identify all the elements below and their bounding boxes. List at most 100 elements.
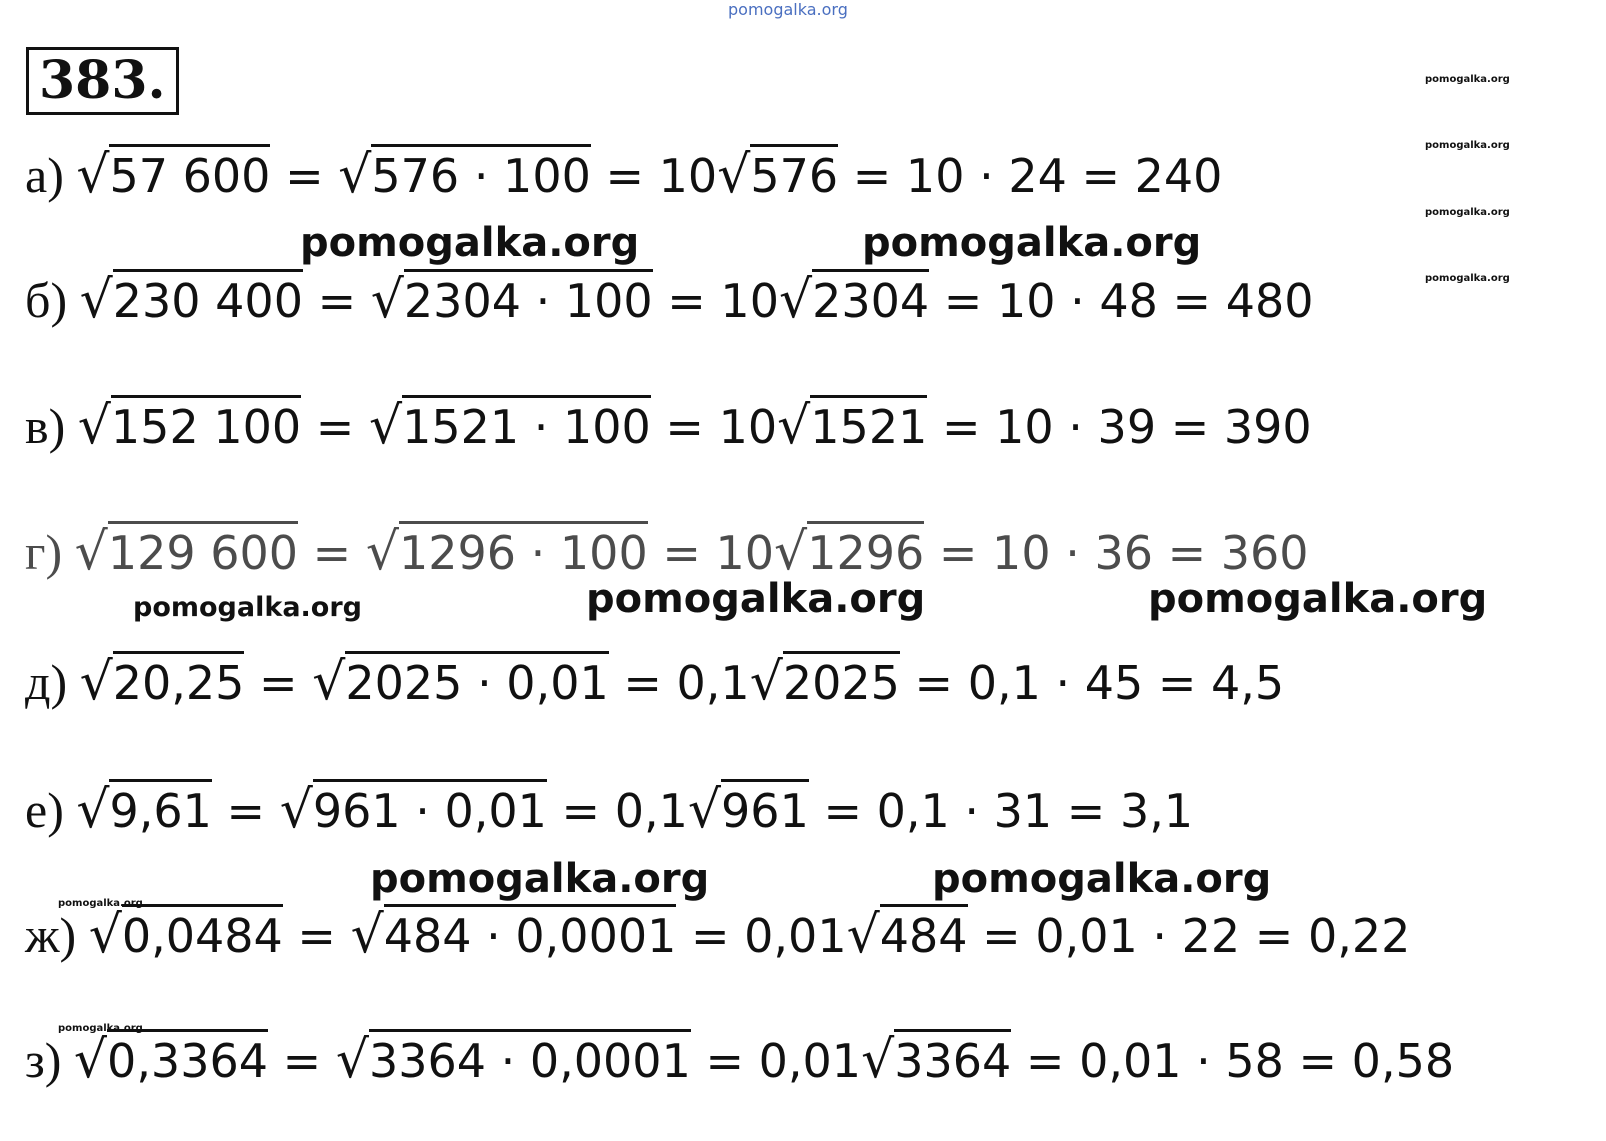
square-root: √9,61 (76, 779, 212, 841)
item-label: д) (25, 654, 80, 710)
expression-text: = 0,01 · 22 = 0,22 (967, 909, 1411, 963)
expression-text: = 10 · 39 = 390 (927, 400, 1312, 454)
radicand: 1521 (810, 395, 928, 454)
radical-sign-icon: √ (778, 270, 813, 330)
radical-sign-icon: √ (76, 145, 110, 205)
square-root: √576 (717, 144, 839, 206)
expression-text: = 10 (650, 400, 778, 454)
square-root: √1521 (777, 395, 928, 457)
radical-sign-icon: √ (279, 780, 313, 840)
square-root: √2304 · 100 (371, 269, 653, 331)
expression-text: = 0,01 (676, 909, 847, 963)
radical-sign-icon: √ (73, 1030, 108, 1090)
radical-sign-icon: √ (312, 652, 346, 712)
square-root: √961 · 0,01 (279, 779, 547, 841)
radicand: 3364 · 0,0001 (368, 1029, 691, 1088)
watermark: pomogalka.org (728, 0, 848, 19)
square-root: √576 · 100 (338, 144, 591, 206)
radicand: 230 400 (112, 269, 303, 328)
square-root: √3364 · 0,0001 (335, 1029, 691, 1091)
radicand: 1296 · 100 (398, 521, 648, 580)
radicand: 9,61 (109, 779, 212, 838)
item-label: б) (25, 272, 80, 328)
radicand: 3364 (894, 1029, 1012, 1088)
radicand: 484 · 0,0001 (383, 904, 677, 963)
square-root: √3364 (861, 1029, 1012, 1091)
radical-sign-icon: √ (749, 652, 783, 712)
radicand: 2304 (812, 269, 930, 328)
expression-text: = 10 (647, 526, 775, 580)
square-root: √1296 (774, 521, 925, 583)
watermark: pomogalka.org (932, 856, 1272, 902)
expression-text: = 10 (652, 274, 779, 328)
square-root: √20,25 (80, 651, 245, 713)
expression-text: = (282, 909, 351, 963)
radicand: 152 100 (110, 395, 302, 454)
radicand: 961 · 0,01 (312, 779, 547, 838)
watermark: pomogalka.org (862, 220, 1202, 266)
radical-sign-icon: √ (88, 905, 122, 965)
square-root: √484 (846, 904, 968, 966)
square-root: √57 600 (76, 144, 271, 206)
radical-sign-icon: √ (74, 522, 108, 582)
expression-text: = 0,01 · 58 = 0,58 (1011, 1034, 1455, 1088)
watermark: pomogalka.org (1425, 273, 1510, 284)
expression-text: = (244, 656, 313, 710)
item-label: ж) (25, 907, 89, 963)
problem-number: 383. (26, 47, 179, 115)
expression-text: = 10 · 36 = 360 (924, 526, 1309, 580)
watermark: pomogalka.org (1425, 207, 1510, 218)
radical-sign-icon: √ (77, 396, 111, 456)
expression-text: = 0,01 (690, 1034, 862, 1088)
item-label: е) (25, 782, 77, 838)
square-root: √1521 · 100 (369, 395, 651, 457)
expression-text: = 10 · 24 = 240 (838, 149, 1223, 203)
radicand: 2025 (782, 651, 900, 710)
radicand: 576 · 100 (371, 144, 591, 203)
square-root: √0,0484 (88, 904, 283, 966)
square-root: √0,3364 (73, 1029, 269, 1091)
expression-text: = 0,1 · 45 = 4,5 (899, 656, 1285, 710)
radicand: 2304 · 100 (403, 269, 653, 328)
expression-text: = 10 · 48 = 480 (929, 274, 1314, 328)
watermark: pomogalka.org (133, 592, 362, 623)
solution-line: е) √9,61 = √961 · 0,01 = 0,1 √ 961 = 0,1 ·… (25, 779, 1194, 841)
radicand: 2025 · 0,01 (345, 651, 609, 710)
watermark: pomogalka.org (1425, 140, 1510, 151)
radical-sign-icon: √ (861, 1030, 895, 1090)
square-root: √2304 (778, 269, 930, 331)
watermark: pomogalka.org (58, 1023, 143, 1034)
radicand: 961 (721, 779, 809, 838)
radical-sign-icon: √ (350, 905, 384, 965)
square-root: √152 100 (77, 395, 302, 457)
radical-sign-icon: √ (846, 905, 880, 965)
radicand: 57 600 (109, 144, 271, 203)
solution-line: з) √0,3364 = √3364 · 0,0001 = 0,01√3364 … (25, 1029, 1455, 1091)
watermark: pomogalka.org (300, 220, 640, 266)
watermark: pomogalka.org (58, 898, 143, 909)
square-root: √2025 (749, 651, 900, 713)
radical-sign-icon: √ (338, 145, 372, 205)
solution-line: в) √152 100 = √1521 · 100 = 10√1521 = 10… (25, 395, 1312, 457)
expression-text: = (302, 274, 371, 328)
radical-sign-icon: √ (79, 270, 113, 330)
expression-text: = 0,1 (608, 656, 750, 710)
expression-text: = 0,1 · 31 = 3,1 (808, 784, 1194, 838)
radicand: 576 (750, 144, 839, 203)
square-root: √230 400 (79, 269, 303, 331)
watermark: pomogalka.org (370, 856, 710, 902)
expression-text: = 0,1 (546, 784, 688, 838)
expression-text: = (211, 784, 280, 838)
radicand: 1521 · 100 (402, 395, 651, 454)
radical-sign-icon: √ (365, 522, 399, 582)
item-label: а) (25, 147, 77, 203)
radical-sign-icon: √ (777, 396, 811, 456)
item-label: з) (25, 1032, 74, 1088)
radicand: 0,3364 (107, 1029, 269, 1088)
radical-sign-icon: √ (335, 1030, 369, 1090)
solution-line: д) √20,25 = √2025 · 0,01 = 0,1√2025 = 0,… (25, 651, 1285, 713)
radical-sign-icon: √ (717, 145, 751, 205)
solution-line: г) √129 600 = √1296 · 100 = 10√1296 = 10… (25, 521, 1309, 583)
watermark: pomogalka.org (1148, 576, 1488, 622)
item-label: в) (25, 398, 78, 454)
